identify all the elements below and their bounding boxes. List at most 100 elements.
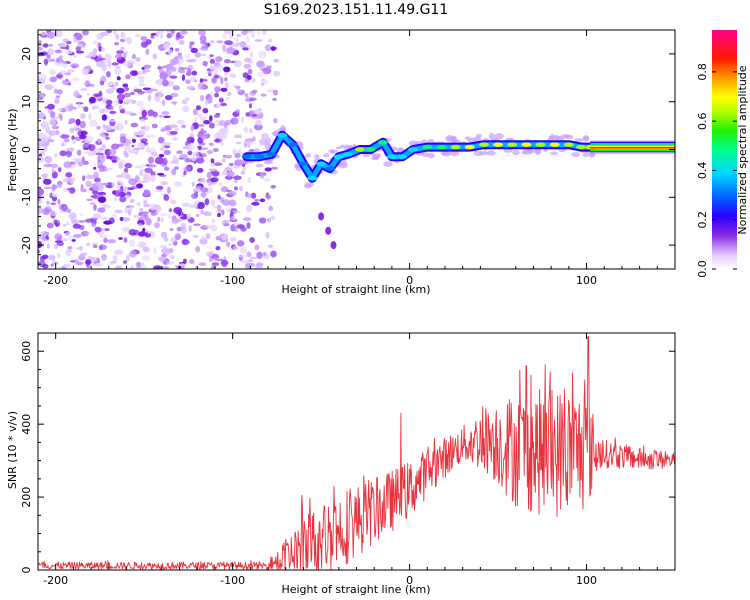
noise-speckle — [56, 241, 64, 246]
noise-speckle — [273, 118, 278, 124]
noise-speckle — [97, 155, 101, 163]
noise-speckle — [193, 223, 201, 226]
signal-halo — [486, 150, 496, 156]
noise-speckle — [208, 142, 214, 146]
noise-speckle — [213, 104, 217, 108]
noise-speckle — [165, 250, 170, 256]
noise-speckle — [51, 168, 55, 174]
noise-speckle — [148, 156, 154, 164]
signal-halo — [479, 151, 489, 156]
colorbar-gradient — [712, 30, 737, 269]
noise-speckle — [105, 136, 110, 140]
noise-speckle — [187, 150, 193, 156]
signal-halo — [421, 139, 427, 144]
noise-speckle — [226, 91, 232, 96]
noise-speckle — [91, 50, 97, 58]
noise-speckle — [266, 89, 276, 93]
noise-speckle — [210, 91, 214, 98]
noise-speckle — [215, 236, 221, 241]
noise-speckle — [197, 124, 205, 127]
noise-speckle — [102, 124, 107, 130]
noise-speckle — [236, 141, 242, 145]
noise-speckle — [92, 185, 99, 191]
noise-speckle — [205, 224, 214, 229]
noise-speckle — [151, 151, 158, 157]
noise-speckle — [65, 150, 73, 158]
figure-title: S169.2023.151.11.49.G11 — [264, 2, 449, 18]
signal-halo — [543, 148, 548, 152]
noise-speckle — [138, 83, 146, 87]
noise-speckle — [72, 223, 82, 229]
noise-speckle — [256, 31, 261, 35]
noise-speckle — [114, 81, 119, 87]
noise-speckle — [150, 32, 157, 36]
noise-speckle — [84, 231, 90, 236]
noise-speckle — [88, 96, 96, 104]
noise-speckle — [167, 242, 173, 246]
noise-speckle — [121, 228, 130, 231]
noise-speckle — [41, 123, 50, 130]
noise-speckle — [112, 254, 118, 262]
noise-speckle — [213, 68, 219, 76]
noise-speckle — [211, 253, 220, 260]
noise-speckle — [214, 132, 224, 139]
noise-speckle — [249, 52, 254, 58]
noise-speckle — [49, 76, 58, 83]
noise-speckle — [233, 210, 242, 214]
noise-speckle — [108, 148, 117, 156]
noise-speckle — [157, 172, 165, 176]
noise-speckle — [110, 119, 116, 123]
noise-speckle — [240, 227, 247, 232]
signal-halo — [582, 152, 589, 157]
x-tick-label: 0 — [406, 274, 413, 287]
noise-speckle — [210, 162, 215, 167]
noise-speckle — [251, 136, 256, 142]
noise-speckle — [197, 202, 205, 210]
signal-halo — [574, 138, 584, 142]
y-tick-label: 400 — [20, 414, 33, 435]
noise-speckle — [56, 74, 63, 79]
noise-speckle — [153, 265, 162, 269]
noise-speckle — [213, 162, 223, 166]
noise-speckle — [209, 54, 214, 57]
noise-speckle — [82, 30, 89, 36]
noise-speckle — [249, 128, 253, 134]
noise-speckle — [155, 78, 164, 86]
noise-speckle — [42, 208, 50, 216]
noise-speckle — [106, 71, 111, 78]
noise-speckle — [43, 147, 48, 152]
noise-speckle — [157, 95, 161, 99]
noise-speckle — [124, 99, 134, 103]
signal-halo — [503, 148, 513, 153]
noise-speckle — [114, 249, 124, 255]
noise-speckle — [176, 226, 182, 232]
noise-speckle — [200, 147, 209, 151]
noise-speckle — [165, 69, 172, 77]
noise-speckle — [163, 142, 172, 146]
noise-speckle — [240, 259, 250, 264]
noise-speckle — [140, 36, 148, 41]
noise-speckle — [66, 103, 74, 107]
noise-speckle — [73, 219, 79, 226]
noise-speckle — [242, 217, 252, 222]
noise-speckle — [245, 96, 251, 101]
noise-speckle — [125, 87, 130, 91]
signal-halo — [304, 182, 314, 188]
noise-speckle — [182, 105, 190, 113]
noise-speckle — [240, 170, 246, 175]
noise-speckle — [154, 156, 164, 165]
noise-speckle — [199, 47, 209, 51]
noise-speckle — [216, 40, 224, 44]
noise-speckle — [80, 88, 88, 91]
noise-speckle — [79, 120, 86, 129]
noise-speckle — [215, 138, 220, 143]
noise-speckle — [65, 177, 71, 182]
noise-speckle — [265, 195, 271, 199]
noise-speckle — [124, 152, 129, 158]
noise-speckle — [144, 117, 149, 120]
noise-speckle — [69, 177, 76, 181]
signal-halo — [372, 155, 380, 160]
noise-speckle — [72, 138, 77, 145]
noise-speckle — [60, 70, 66, 74]
noise-speckle — [264, 167, 272, 172]
